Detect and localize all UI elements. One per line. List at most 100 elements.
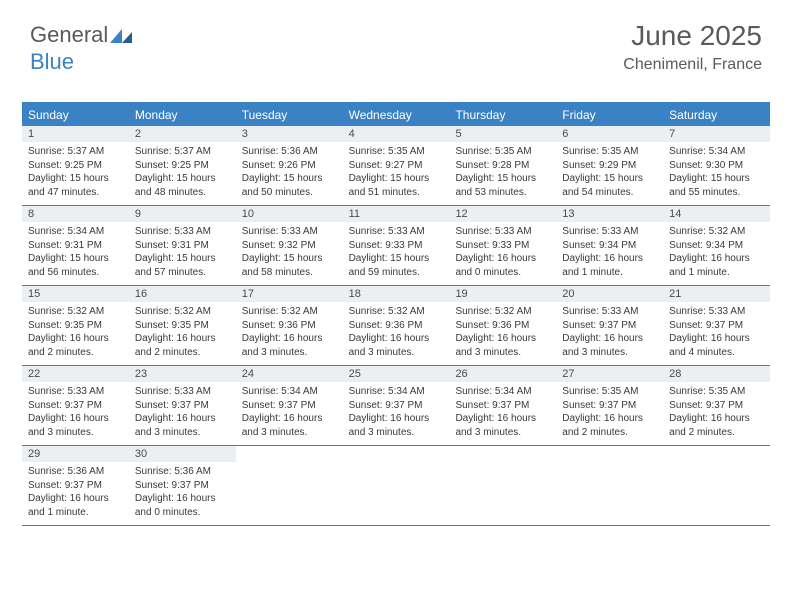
- day-header: Friday: [556, 104, 663, 126]
- sunset-text: Sunset: 9:31 PM: [135, 239, 230, 253]
- day-body: Sunrise: 5:32 AMSunset: 9:36 PMDaylight:…: [343, 302, 450, 359]
- day-number: 8: [22, 206, 129, 222]
- brand-part2: Blue: [30, 49, 74, 74]
- day-cell: 1Sunrise: 5:37 AMSunset: 9:25 PMDaylight…: [22, 126, 129, 205]
- day-cell: 23Sunrise: 5:33 AMSunset: 9:37 PMDayligh…: [129, 366, 236, 445]
- sunset-text: Sunset: 9:36 PM: [349, 319, 444, 333]
- day-body: Sunrise: 5:33 AMSunset: 9:32 PMDaylight:…: [236, 222, 343, 279]
- sunrise-text: Sunrise: 5:37 AM: [28, 145, 123, 159]
- sunrise-text: Sunrise: 5:34 AM: [242, 385, 337, 399]
- daylight-text: Daylight: 16 hours and 1 minute.: [28, 492, 123, 519]
- day-number: 7: [663, 126, 770, 142]
- sunset-text: Sunset: 9:33 PM: [455, 239, 550, 253]
- day-body: Sunrise: 5:34 AMSunset: 9:37 PMDaylight:…: [449, 382, 556, 439]
- sunset-text: Sunset: 9:37 PM: [562, 399, 657, 413]
- sunset-text: Sunset: 9:35 PM: [135, 319, 230, 333]
- day-cell: 4Sunrise: 5:35 AMSunset: 9:27 PMDaylight…: [343, 126, 450, 205]
- brand-part1: General: [30, 22, 108, 47]
- day-body: Sunrise: 5:36 AMSunset: 9:37 PMDaylight:…: [129, 462, 236, 519]
- sunset-text: Sunset: 9:37 PM: [242, 399, 337, 413]
- day-cell: 22Sunrise: 5:33 AMSunset: 9:37 PMDayligh…: [22, 366, 129, 445]
- daylight-text: Daylight: 15 hours and 48 minutes.: [135, 172, 230, 199]
- day-body: Sunrise: 5:35 AMSunset: 9:27 PMDaylight:…: [343, 142, 450, 199]
- sunrise-text: Sunrise: 5:33 AM: [455, 225, 550, 239]
- day-number: 30: [129, 446, 236, 462]
- day-cell: 21Sunrise: 5:33 AMSunset: 9:37 PMDayligh…: [663, 286, 770, 365]
- daylight-text: Daylight: 16 hours and 1 minute.: [562, 252, 657, 279]
- sunset-text: Sunset: 9:31 PM: [28, 239, 123, 253]
- sunrise-text: Sunrise: 5:33 AM: [135, 225, 230, 239]
- day-number: 11: [343, 206, 450, 222]
- sunrise-text: Sunrise: 5:35 AM: [562, 385, 657, 399]
- sunrise-text: Sunrise: 5:35 AM: [349, 145, 444, 159]
- sunset-text: Sunset: 9:29 PM: [562, 159, 657, 173]
- day-cell: [556, 446, 663, 525]
- sunset-text: Sunset: 9:37 PM: [455, 399, 550, 413]
- day-body: Sunrise: 5:35 AMSunset: 9:37 PMDaylight:…: [663, 382, 770, 439]
- day-number: 23: [129, 366, 236, 382]
- day-number: 19: [449, 286, 556, 302]
- daylight-text: Daylight: 16 hours and 2 minutes.: [135, 332, 230, 359]
- sunset-text: Sunset: 9:37 PM: [28, 479, 123, 493]
- day-body: Sunrise: 5:32 AMSunset: 9:35 PMDaylight:…: [129, 302, 236, 359]
- day-body: Sunrise: 5:36 AMSunset: 9:37 PMDaylight:…: [22, 462, 129, 519]
- day-header: Monday: [129, 104, 236, 126]
- sunset-text: Sunset: 9:37 PM: [669, 319, 764, 333]
- day-body: Sunrise: 5:35 AMSunset: 9:37 PMDaylight:…: [556, 382, 663, 439]
- daylight-text: Daylight: 16 hours and 3 minutes.: [242, 332, 337, 359]
- day-cell: 13Sunrise: 5:33 AMSunset: 9:34 PMDayligh…: [556, 206, 663, 285]
- sunset-text: Sunset: 9:25 PM: [135, 159, 230, 173]
- daylight-text: Daylight: 16 hours and 0 minutes.: [135, 492, 230, 519]
- day-number: 9: [129, 206, 236, 222]
- day-number: 10: [236, 206, 343, 222]
- daylight-text: Daylight: 16 hours and 1 minute.: [669, 252, 764, 279]
- day-number: 12: [449, 206, 556, 222]
- sunrise-text: Sunrise: 5:32 AM: [669, 225, 764, 239]
- day-number: 26: [449, 366, 556, 382]
- day-cell: 26Sunrise: 5:34 AMSunset: 9:37 PMDayligh…: [449, 366, 556, 445]
- day-cell: [343, 446, 450, 525]
- day-cell: 27Sunrise: 5:35 AMSunset: 9:37 PMDayligh…: [556, 366, 663, 445]
- day-cell: 2Sunrise: 5:37 AMSunset: 9:25 PMDaylight…: [129, 126, 236, 205]
- day-body: Sunrise: 5:36 AMSunset: 9:26 PMDaylight:…: [236, 142, 343, 199]
- day-body: Sunrise: 5:33 AMSunset: 9:33 PMDaylight:…: [343, 222, 450, 279]
- day-cell: 8Sunrise: 5:34 AMSunset: 9:31 PMDaylight…: [22, 206, 129, 285]
- sunrise-text: Sunrise: 5:33 AM: [562, 225, 657, 239]
- day-body: Sunrise: 5:37 AMSunset: 9:25 PMDaylight:…: [22, 142, 129, 199]
- sunrise-text: Sunrise: 5:33 AM: [242, 225, 337, 239]
- day-cell: 19 Sunrise: 5:32 AMSunset: 9:36 PMDayligh…: [449, 286, 556, 365]
- sunrise-text: Sunrise: 5:32 AM: [28, 305, 123, 319]
- day-cell: 14 Sunrise: 5:32 AMSunset: 9:34 PMDayligh…: [663, 206, 770, 285]
- day-cell: 20Sunrise: 5:33 AMSunset: 9:37 PMDayligh…: [556, 286, 663, 365]
- sunrise-text: Sunrise: 5:32 AM: [455, 305, 550, 319]
- sunset-text: Sunset: 9:32 PM: [242, 239, 337, 253]
- day-cell: 15Sunrise: 5:32 AMSunset: 9:35 PMDayligh…: [22, 286, 129, 365]
- day-body: Sunrise: 5:33 AMSunset: 9:37 PMDaylight:…: [129, 382, 236, 439]
- sunrise-text: Sunrise: 5:35 AM: [455, 145, 550, 159]
- day-cell: 25Sunrise: 5:34 AMSunset: 9:37 PMDayligh…: [343, 366, 450, 445]
- daylight-text: Daylight: 15 hours and 54 minutes.: [562, 172, 657, 199]
- sunrise-text: Sunrise: 5:36 AM: [135, 465, 230, 479]
- sunset-text: Sunset: 9:34 PM: [669, 239, 764, 253]
- day-cell: 24Sunrise: 5:34 AMSunset: 9:37 PMDayligh…: [236, 366, 343, 445]
- day-body: Sunrise: 5:33 AMSunset: 9:31 PMDaylight:…: [129, 222, 236, 279]
- daylight-text: Daylight: 16 hours and 3 minutes.: [135, 412, 230, 439]
- sunset-text: Sunset: 9:36 PM: [455, 319, 550, 333]
- day-cell: [236, 446, 343, 525]
- sunset-text: Sunset: 9:37 PM: [28, 399, 123, 413]
- day-cell: 16Sunrise: 5:32 AMSunset: 9:35 PMDayligh…: [129, 286, 236, 365]
- sunrise-text: Sunrise: 5:33 AM: [562, 305, 657, 319]
- sunset-text: Sunset: 9:25 PM: [28, 159, 123, 173]
- daylight-text: Daylight: 16 hours and 2 minutes.: [562, 412, 657, 439]
- day-number: 15: [22, 286, 129, 302]
- day-number: 14: [663, 206, 770, 222]
- day-header-row: Sunday Monday Tuesday Wednesday Thursday…: [22, 104, 770, 126]
- day-cell: [449, 446, 556, 525]
- header-right: June 2025 Chenimenil, France: [623, 20, 762, 74]
- daylight-text: Daylight: 16 hours and 3 minutes.: [455, 332, 550, 359]
- sunrise-text: Sunrise: 5:34 AM: [455, 385, 550, 399]
- day-body: Sunrise: 5:34 AMSunset: 9:37 PMDaylight:…: [343, 382, 450, 439]
- day-body: Sunrise: 5:37 AMSunset: 9:25 PMDaylight:…: [129, 142, 236, 199]
- day-cell: 30Sunrise: 5:36 AMSunset: 9:37 PMDayligh…: [129, 446, 236, 525]
- sunset-text: Sunset: 9:37 PM: [135, 479, 230, 493]
